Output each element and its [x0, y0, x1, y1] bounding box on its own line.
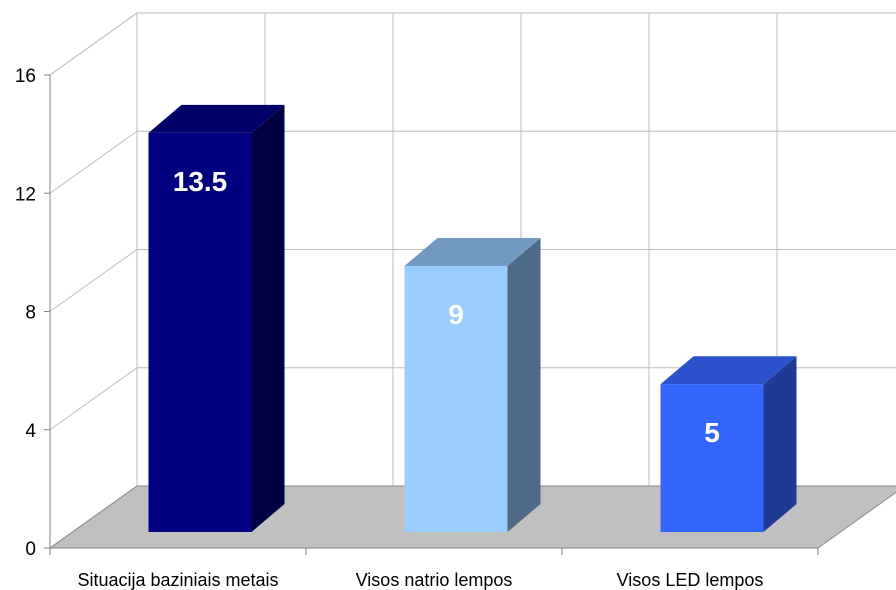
back-wall-top-edge	[49, 12, 896, 76]
bar-side-2	[763, 356, 797, 532]
y-tick-label-4: 16	[15, 66, 36, 87]
bar-front-0	[148, 132, 252, 532]
y-tick-label-1: 4	[25, 421, 36, 442]
bar-top-0	[148, 104, 285, 133]
category-label-2: Visos LED lempos	[617, 570, 764, 590]
bar-front-2	[660, 384, 764, 532]
y-tick-label-0: 0	[25, 539, 36, 560]
bars	[148, 104, 797, 532]
bar-side-0	[251, 104, 285, 532]
bar-side-1	[507, 237, 541, 532]
data-label-2: 5	[704, 417, 720, 448]
labels: 0 4 8 12 16 13.5 Situacija baziniais metais 9 Vi…	[15, 66, 764, 590]
category-label-0: Situacija baziniais metais	[77, 570, 278, 590]
data-label-0: 13.5	[173, 166, 228, 197]
bar-front-1	[404, 265, 508, 532]
data-label-1: 9	[448, 299, 464, 330]
bar-2	[660, 356, 797, 532]
bar-top-2	[660, 356, 797, 385]
bar-1	[404, 237, 541, 532]
gridline-4	[49, 12, 896, 76]
bar-top-1	[404, 237, 541, 266]
axes	[44, 74, 819, 555]
bar-0	[148, 104, 285, 532]
y-tick-label-2: 8	[25, 303, 36, 324]
category-label-1: Visos natrio lempos	[356, 570, 513, 590]
y-tick-label-3: 12	[15, 184, 36, 205]
